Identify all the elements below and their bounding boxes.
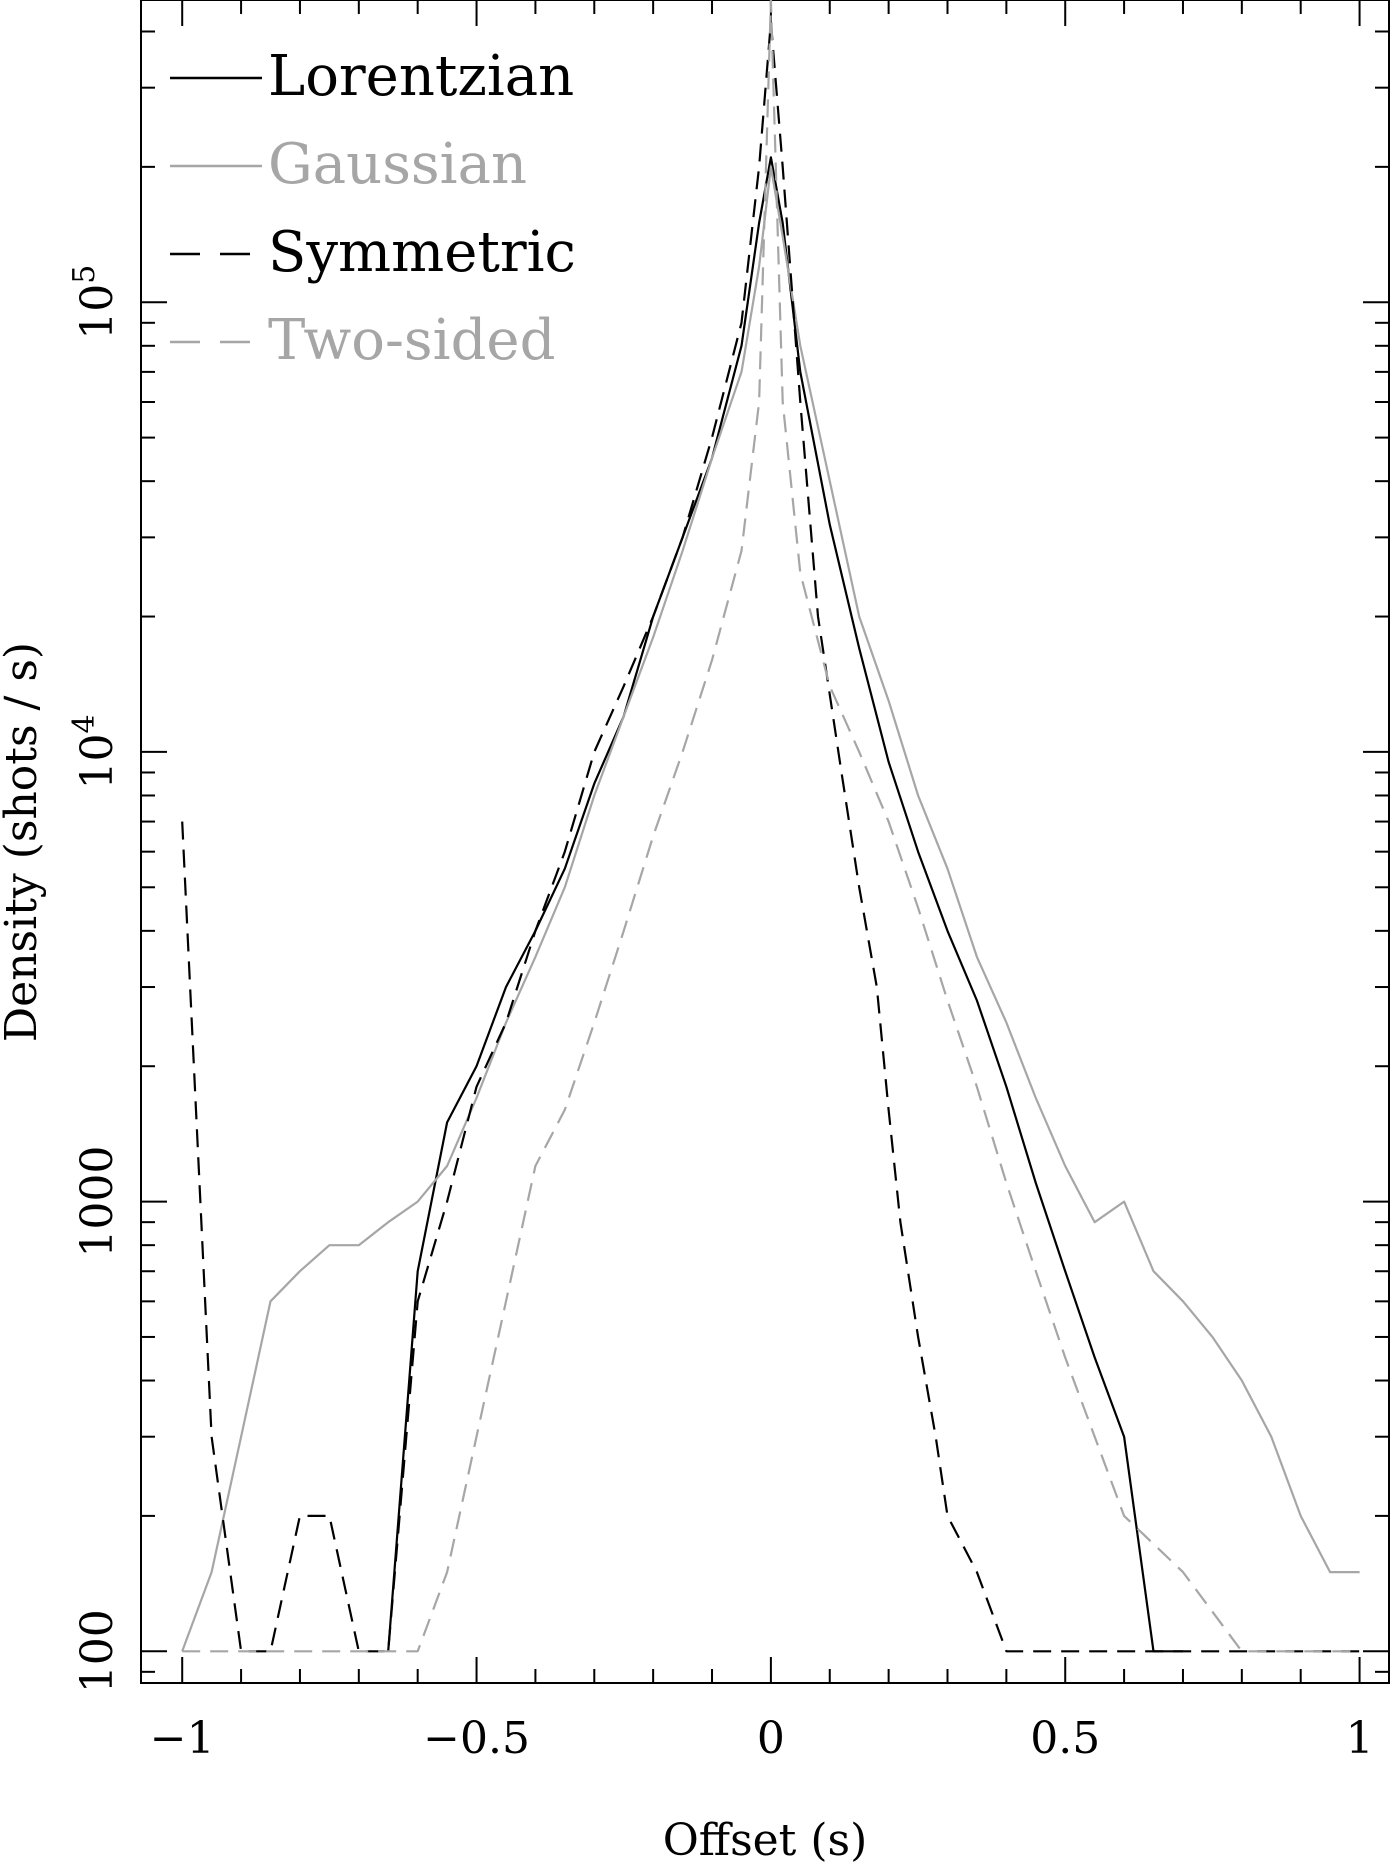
y-tick-exponent: 5 [67, 265, 102, 284]
y-tick-label: 105 [67, 265, 123, 340]
legend: Lorentzian Gaussian Symmetric Two-sided [170, 44, 576, 373]
y-tick-exponent: 4 [67, 714, 102, 733]
x-tick-label: 0.5 [1030, 1713, 1100, 1764]
y-axis-label: Density (shots / s) [0, 642, 47, 1042]
y-tick-group: 100 1000 104 105 [67, 30, 1389, 1693]
x-tick-label: 0 [757, 1713, 785, 1764]
y-tick-label: 104 [67, 714, 123, 789]
series-line-lorentzian [387, 156, 1183, 1653]
legend-label: Gaussian [268, 132, 527, 197]
x-tick-label: −0.5 [423, 1713, 530, 1764]
series-line-two-sided [182, 0, 1360, 1653]
series-line-gaussian [181, 165, 1360, 1652]
y-tick-label: 100 [72, 1609, 123, 1693]
legend-label: Two-sided [268, 308, 555, 373]
legend-label: Symmetric [268, 220, 576, 285]
x-tick-label: 1 [1346, 1713, 1374, 1764]
x-axis-label: Offset (s) [663, 1815, 868, 1864]
x-tick-label: −1 [150, 1713, 215, 1764]
y-tick-label: 1000 [72, 1146, 123, 1258]
series-group [181, 0, 1360, 1653]
legend-label: Lorentzian [268, 44, 574, 109]
plot-frame [140, 0, 1390, 1684]
